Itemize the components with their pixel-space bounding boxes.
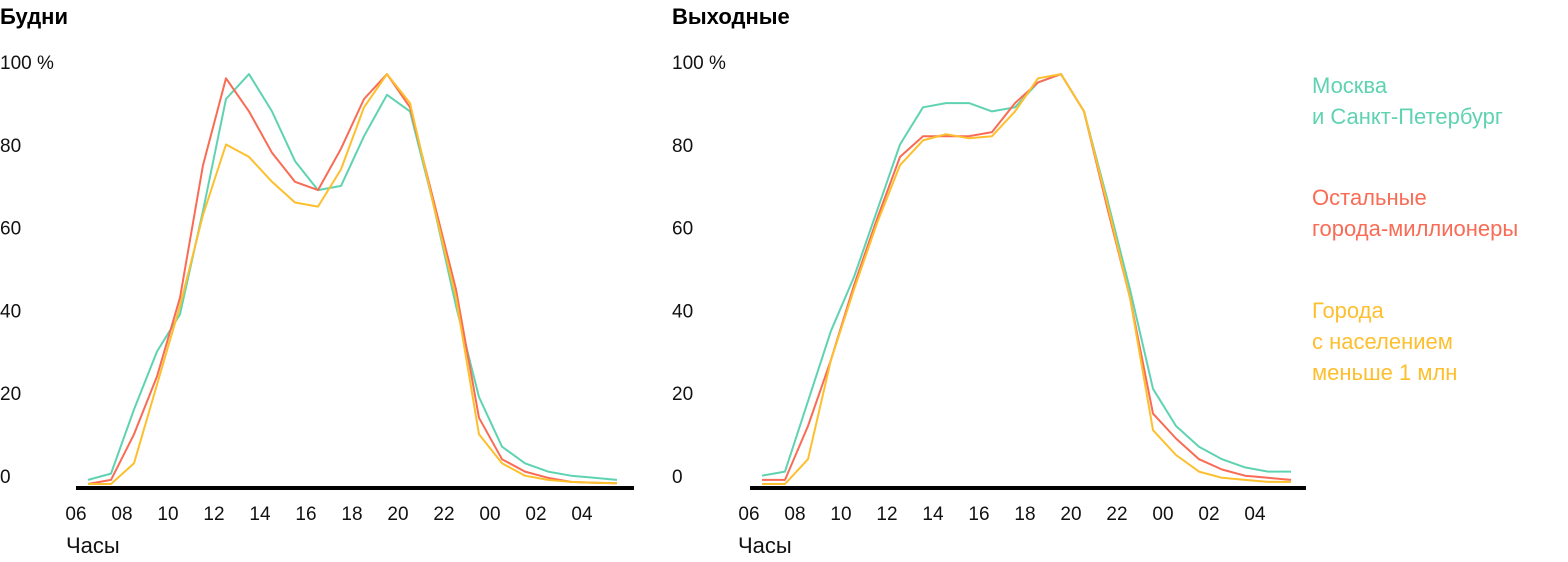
series-line: [761, 73, 1291, 477]
legend-label: Москва: [1312, 73, 1388, 98]
x-tick-label: 10: [157, 504, 178, 525]
legend-label: Остальные: [1312, 185, 1427, 210]
y-tick-label: 100 %: [0, 53, 54, 74]
x-tick-label: 08: [784, 504, 805, 525]
series-line: [762, 73, 1292, 481]
x-tick-label: 04: [571, 504, 593, 525]
x-tick-label: 18: [341, 504, 362, 525]
y-tick-label: 0: [672, 467, 683, 488]
x-tick-label: 10: [830, 504, 851, 525]
weekday-chart: Будни Часы 100 % 80 60 40 20 0 06 08 10 12 14 16 18 2…: [0, 4, 634, 558]
x-tick-label: 22: [1106, 504, 1127, 525]
x-axis-label: Часы: [738, 533, 792, 558]
x-tick-label: 18: [1014, 504, 1035, 525]
y-tick-label: 60: [672, 219, 693, 240]
y-tick-label: 20: [672, 384, 693, 405]
x-tick-label: 20: [387, 504, 408, 525]
y-tick-label: 40: [672, 301, 693, 322]
x-tick-label: 02: [1198, 504, 1219, 525]
x-tick-label: 08: [111, 504, 132, 525]
y-tick-label: 100 %: [672, 53, 726, 74]
legend-label: с населением: [1312, 329, 1453, 354]
y-tick-label: 40: [0, 301, 21, 322]
legend-label: и Санкт-Петербург: [1312, 104, 1503, 129]
x-tick-label: 20: [1060, 504, 1081, 525]
x-tick-label: 00: [479, 504, 500, 525]
series-line: [87, 73, 618, 481]
legend: Москва и Санкт-Петербург Остальные города-м…: [1312, 73, 1518, 385]
x-tick-label: 04: [1244, 504, 1266, 525]
weekend-chart: Выходные Часы 100 % 80 60 40 20 0 06 08 10 12 14 16…: [672, 4, 1306, 558]
chart-title: Выходные: [672, 4, 790, 29]
y-tick-label: 0: [0, 467, 11, 488]
legend-label: города-миллионеры: [1312, 216, 1518, 241]
y-tick-label: 60: [0, 219, 21, 240]
x-axis-label: Часы: [66, 533, 120, 558]
x-tick-label: 14: [922, 504, 944, 525]
chart-title: Будни: [0, 4, 68, 29]
y-tick-label: 20: [0, 384, 21, 405]
series-line: [762, 73, 1291, 485]
x-tick-label: 12: [203, 504, 224, 525]
x-tick-label: 06: [738, 504, 759, 525]
series-line: [88, 73, 618, 485]
series-line: [87, 73, 618, 485]
x-tick-label: 06: [65, 504, 86, 525]
x-tick-label: 16: [968, 504, 989, 525]
y-tick-label: 80: [0, 136, 21, 157]
legend-label: Города: [1312, 298, 1385, 323]
y-tick-label: 80: [672, 136, 693, 157]
x-tick-label: 22: [433, 504, 454, 525]
x-tick-label: 02: [525, 504, 546, 525]
legend-label: меньше 1 млн: [1312, 360, 1457, 385]
x-tick-label: 00: [1152, 504, 1173, 525]
x-tick-label: 14: [249, 504, 271, 525]
x-tick-label: 12: [876, 504, 897, 525]
x-tick-label: 16: [295, 504, 316, 525]
